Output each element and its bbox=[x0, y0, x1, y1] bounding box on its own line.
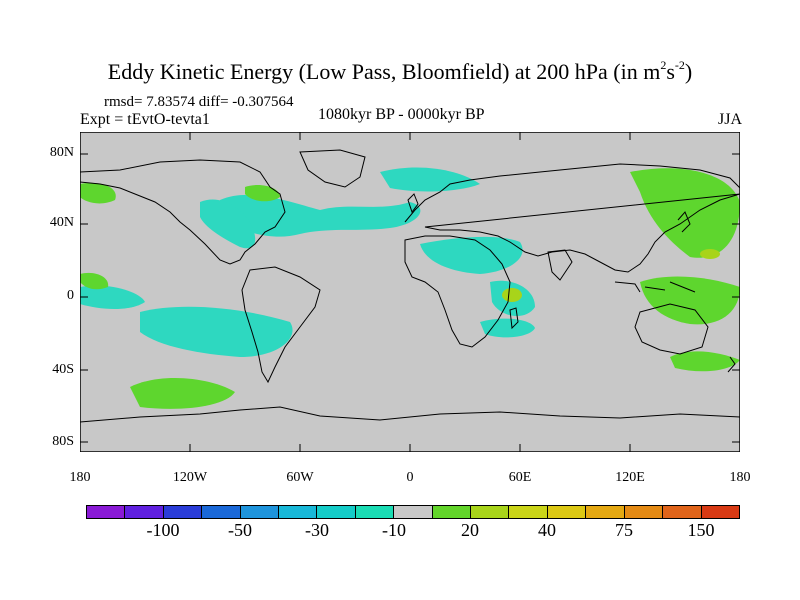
coast-africa bbox=[404, 235, 511, 348]
map-panel bbox=[80, 132, 740, 452]
lon-label-60w: 60W bbox=[286, 470, 314, 485]
coast-new-zealand bbox=[727, 356, 736, 373]
coastlines bbox=[80, 149, 740, 423]
neg-region-south-pacific bbox=[140, 306, 293, 357]
lon-label-120e: 120E bbox=[615, 470, 645, 485]
period-label: 1080kyr BP - 0000kyr BP bbox=[318, 106, 485, 123]
colorbar-swatch bbox=[509, 506, 548, 518]
colorbar-label: -100 bbox=[146, 520, 180, 540]
colorbar-label: 20 bbox=[461, 520, 479, 540]
pos-region-south-indian bbox=[670, 351, 740, 372]
coast-japan bbox=[677, 211, 691, 233]
colorbar-swatch bbox=[586, 506, 625, 518]
lat-tick-marks bbox=[80, 153, 740, 443]
pos-region-maritime bbox=[640, 276, 740, 325]
pos-region-tropical-atl bbox=[80, 272, 109, 290]
coast-australia bbox=[634, 303, 709, 355]
season-label: JJA bbox=[717, 111, 742, 128]
coast-greenland bbox=[299, 149, 366, 188]
neg-region-north-america bbox=[200, 199, 256, 249]
pos-region-central-america bbox=[245, 185, 280, 202]
colorbar bbox=[86, 505, 740, 519]
lon-tick-marks bbox=[189, 132, 631, 452]
colorbar-label: -50 bbox=[228, 520, 252, 540]
lat-label-40s: 40S bbox=[52, 362, 74, 377]
plot-title: Eddy Kinetic Energy (Low Pass, Bloomfiel… bbox=[107, 58, 693, 84]
colorbar-swatch bbox=[701, 506, 740, 518]
coast-indonesia bbox=[614, 281, 696, 293]
colorbar-swatch bbox=[125, 506, 164, 518]
coast-north-america bbox=[80, 159, 286, 265]
coast-madagascar bbox=[509, 307, 519, 330]
pos-region-south-atlantic bbox=[130, 377, 235, 409]
eke-strong-positive bbox=[502, 249, 720, 302]
pos-peak-pacific bbox=[700, 249, 720, 259]
coast-india bbox=[547, 249, 573, 281]
lat-label-40n: 40N bbox=[49, 215, 74, 230]
colorbar-label: -30 bbox=[305, 520, 329, 540]
colorbar-label: 75 bbox=[615, 520, 633, 540]
neg-region-west-pacific bbox=[80, 285, 145, 309]
pos-region-alaska bbox=[80, 182, 116, 204]
neg-region-north-africa bbox=[420, 236, 523, 274]
lon-label-180e: 180 bbox=[729, 470, 751, 485]
colorbar-label: 40 bbox=[538, 520, 556, 540]
lat-label-80s: 80S bbox=[52, 434, 74, 449]
lon-label-180w: 180 bbox=[69, 470, 91, 485]
colorbar-swatch bbox=[317, 506, 356, 518]
colorbar-swatch bbox=[279, 506, 318, 518]
colorbar-label: -10 bbox=[382, 520, 406, 540]
lon-label-120w: 120W bbox=[172, 470, 208, 485]
colorbar-swatch bbox=[240, 506, 280, 518]
pos-peak-indian bbox=[502, 288, 522, 302]
colorbar-swatch bbox=[394, 506, 433, 518]
coast-uk bbox=[407, 193, 419, 214]
colorbar-swatch bbox=[432, 506, 472, 518]
neg-region-north-atlantic bbox=[220, 194, 421, 237]
lon-label-0: 0 bbox=[406, 470, 414, 485]
coast-antarctica bbox=[80, 406, 740, 423]
experiment-label: Expt = tEvtO-tevta1 bbox=[80, 111, 210, 128]
neg-region-indian-ocean bbox=[480, 318, 535, 338]
lon-label-60e: 60E bbox=[508, 470, 532, 485]
colorbar-label: 150 bbox=[687, 520, 715, 540]
colorbar-swatch bbox=[547, 506, 587, 518]
colorbar-swatch bbox=[355, 506, 395, 518]
coast-eurasia bbox=[404, 163, 740, 273]
colorbar-swatch bbox=[663, 506, 702, 518]
colorbar-swatch bbox=[163, 506, 203, 518]
colorbar-swatch bbox=[86, 506, 126, 518]
coast-south-america bbox=[241, 266, 321, 384]
lat-label-80n: 80N bbox=[49, 145, 74, 160]
neg-region-arctic bbox=[380, 167, 480, 192]
lat-label-0: 0 bbox=[67, 288, 74, 303]
colorbar-swatch bbox=[471, 506, 510, 518]
stats-text: rmsd= 7.83574 diff= -0.307564 bbox=[104, 94, 294, 110]
colorbar-swatch bbox=[624, 506, 664, 518]
colorbar-swatch bbox=[202, 506, 241, 518]
